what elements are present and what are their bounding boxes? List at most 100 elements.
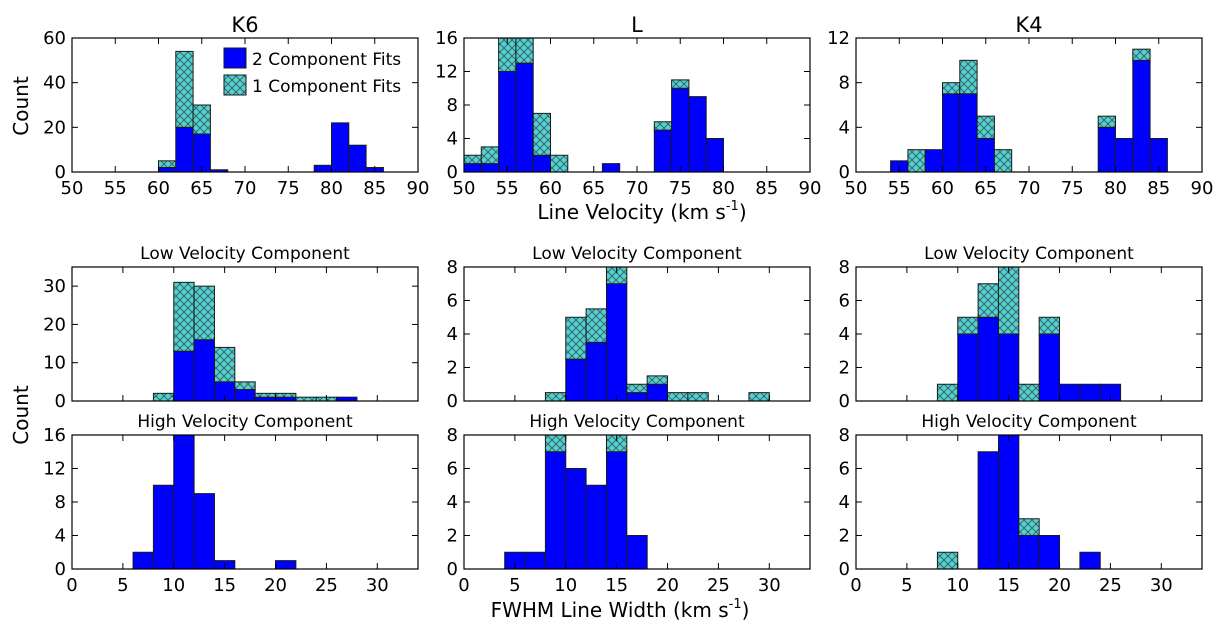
x-tick-label: 80 — [1104, 178, 1127, 199]
y-tick-label: 6 — [447, 459, 458, 480]
bar-two-component — [585, 484, 607, 570]
chart-title: L — [631, 13, 643, 37]
bar-two-component — [524, 551, 546, 570]
bar-one-component — [687, 392, 709, 402]
bar-one-component — [1038, 316, 1061, 335]
bar-one-component — [977, 283, 999, 318]
x-tick-label: 55 — [496, 178, 519, 199]
bar-one-component — [275, 392, 297, 398]
bottom-xlabel: FWHM Line Width (km s-1) — [491, 597, 750, 622]
y-tick-label: 20 — [43, 314, 66, 335]
x-tick-label: 5 — [901, 575, 912, 596]
x-tick-label: 25 — [1099, 575, 1122, 596]
bar-one-component — [671, 79, 690, 89]
y-tick-label: 4 — [447, 129, 458, 150]
x-tick-label: 50 — [453, 178, 476, 199]
y-tick-label: 2 — [839, 526, 850, 547]
bar-two-component — [173, 350, 195, 402]
x-tick-label: 30 — [1150, 575, 1173, 596]
chart-title: K6 — [231, 13, 258, 37]
bar-two-component — [653, 129, 673, 173]
panel-high-L: High Velocity Component 0 5 10 15 20 25 30 0 2 4 6 8 — [447, 412, 811, 596]
x-tick-label: 90 — [407, 178, 430, 199]
bar-two-component — [1059, 383, 1081, 402]
panel-high-K6: High Velocity Component 0 5 10 15 20 25 30 0 4 8 12… — [43, 412, 419, 596]
y-tick-label: 0 — [447, 559, 458, 580]
x-tick-label: 20 — [264, 575, 287, 596]
x-tick-label: 80 — [712, 178, 735, 199]
bar-one-component — [936, 551, 959, 570]
x-tick-label: 10 — [162, 575, 185, 596]
bar-one-component — [213, 346, 236, 383]
bar-two-component — [957, 333, 979, 402]
y-tick-label: 6 — [839, 291, 850, 312]
bar-one-component — [254, 392, 277, 398]
bar-two-component — [705, 138, 725, 173]
chart-title: K4 — [1015, 13, 1042, 37]
x-tick-label: 5 — [117, 575, 128, 596]
bar-two-component — [313, 164, 333, 173]
bar-two-component — [275, 560, 297, 570]
bar-two-component — [1115, 138, 1134, 173]
y-tick-label: 0 — [839, 559, 850, 580]
bar-two-component — [532, 154, 552, 173]
bar-one-component — [1018, 383, 1040, 402]
bar-two-component — [175, 126, 194, 173]
x-tick-label: 30 — [758, 575, 781, 596]
chart-title: High Velocity Component — [137, 412, 353, 432]
panel-low-L: Low Velocity Component 0 2 4 6 8 — [447, 244, 811, 412]
bar-two-component — [173, 434, 195, 570]
x-tick-label: 75 — [277, 178, 300, 199]
x-tick-label: 0 — [458, 575, 469, 596]
bar-two-component — [565, 468, 587, 570]
bar-one-component — [175, 50, 194, 128]
panel-high-K4: High Velocity Component 0 5 10 15 20 25 30 0 2 4 6 8 — [839, 412, 1203, 596]
bar-two-component — [1018, 535, 1040, 570]
chart-title: Low Velocity Component — [532, 244, 742, 264]
bar-two-component — [1079, 383, 1101, 402]
axes-frame — [71, 266, 419, 402]
y-tick-label: 40 — [43, 73, 66, 94]
bar-two-component — [158, 167, 177, 173]
legend: 2 Component Fits 1 Component Fits — [223, 47, 401, 97]
x-tick-label: 55 — [104, 178, 127, 199]
x-tick-label: 10 — [946, 575, 969, 596]
legend-label-two: 2 Component Fits — [252, 50, 401, 70]
bar-two-component — [331, 122, 350, 173]
y-tick-label: 8 — [447, 425, 458, 446]
bar-two-component — [234, 389, 256, 402]
bar-two-component — [977, 316, 999, 402]
bar-one-component — [748, 392, 770, 402]
bar-one-component — [515, 37, 534, 64]
legend-swatch-two — [223, 47, 247, 69]
y-tick-label: 16 — [435, 28, 458, 49]
bar-two-component — [646, 383, 669, 402]
bar-two-component — [1038, 333, 1061, 402]
bar-one-component — [173, 281, 195, 352]
y-tick-label: 8 — [839, 425, 850, 446]
y-tick-label: 4 — [55, 526, 66, 547]
bar-two-component — [480, 163, 500, 173]
bar-two-component — [193, 493, 215, 570]
axes-frame — [71, 434, 419, 570]
x-tick-label: 5 — [509, 575, 520, 596]
y-tick-label: 0 — [447, 391, 458, 412]
bar-two-component — [605, 451, 628, 570]
bar-one-component — [1018, 518, 1040, 536]
y-tick-label: 8 — [447, 95, 458, 116]
bar-one-component — [585, 308, 607, 343]
x-tick-label: 65 — [974, 178, 997, 199]
bar-one-component — [993, 149, 1013, 173]
bar-two-component — [193, 339, 215, 402]
y-tick-label: 2 — [839, 358, 850, 379]
bar-one-component — [907, 149, 926, 173]
bar-one-component — [158, 160, 177, 169]
bar-one-component — [976, 115, 995, 139]
bar-two-component — [498, 71, 517, 173]
y-tick-label: 8 — [839, 73, 850, 94]
y-tick-label: 0 — [839, 391, 850, 412]
x-tick-label: 85 — [1147, 178, 1170, 199]
x-tick-label: 15 — [605, 575, 628, 596]
bar-one-component — [653, 121, 673, 131]
x-tick-label: 85 — [755, 178, 778, 199]
